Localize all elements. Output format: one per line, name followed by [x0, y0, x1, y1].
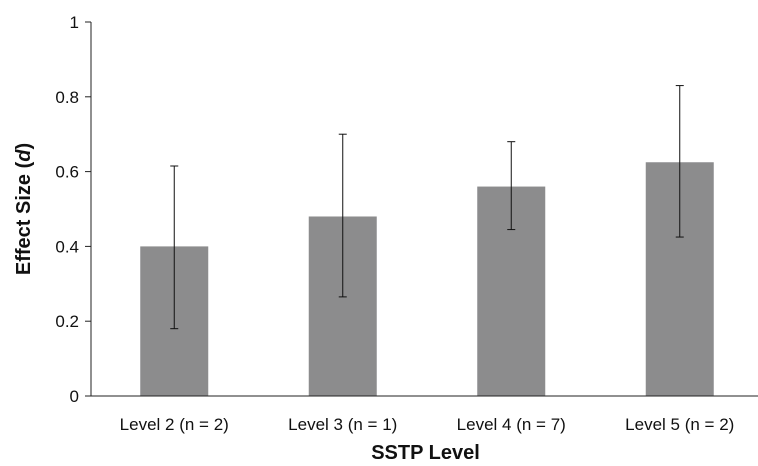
x-tick-label: Level 4 (n = 7): [457, 415, 566, 434]
error-bar: [338, 133, 347, 298]
y-tick-label: 0.6: [55, 163, 79, 182]
x-tick-label: Level 3 (n = 1): [288, 415, 397, 434]
bars: [140, 162, 714, 396]
y-tick-label: 0: [70, 387, 79, 406]
x-axis-tick-labels: Level 2 (n = 2) Level 3 (n = 1) Level 4 (n…: [120, 415, 735, 434]
error-bar: [507, 141, 516, 231]
y-tick-label: 0.2: [55, 312, 79, 331]
y-axis-title: Effect Size (d): [13, 143, 35, 275]
y-axis-title-suffix: ): [13, 143, 35, 150]
x-axis-title: SSTP Level: [371, 442, 480, 464]
y-tick-label: 0.4: [55, 237, 79, 256]
y-axis-title-symbol: d: [13, 149, 35, 162]
x-tick-label: Level 2 (n = 2): [120, 415, 229, 434]
y-axis-title-prefix: Effect Size (: [13, 161, 35, 275]
y-tick-label: 0.8: [55, 88, 79, 107]
error-bars: [170, 85, 684, 330]
error-bar: [675, 85, 684, 238]
error-bar: [170, 165, 179, 330]
y-axis-ticks: 0 0.2 0.4 0.6 0.8 1: [55, 13, 91, 406]
y-tick-label: 1: [70, 13, 79, 32]
x-tick-label: Level 5 (n = 2): [625, 415, 734, 434]
